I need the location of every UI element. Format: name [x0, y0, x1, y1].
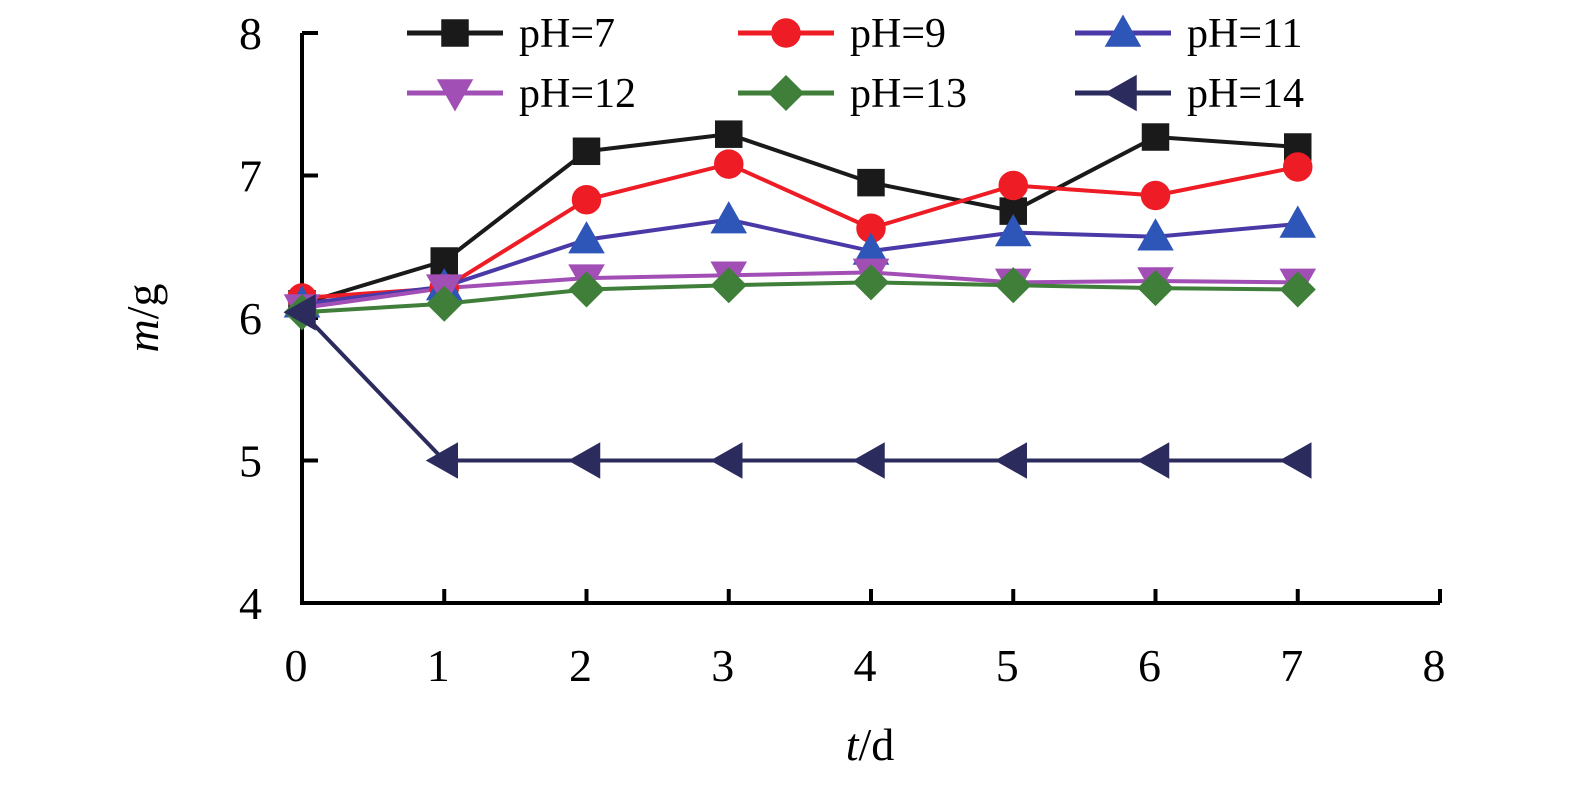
series-line-5	[301, 280, 1298, 315]
x-axis-label-unit: /d	[859, 719, 895, 770]
legend-item-6: pH=14	[1075, 71, 1304, 117]
y-axis-label-unit: /g	[117, 283, 168, 319]
x-tick-label: 5	[996, 640, 1019, 691]
legend-label: pH=7	[519, 11, 615, 57]
x-tick-label: 4	[854, 640, 877, 691]
data-point-5	[710, 267, 747, 304]
data-point-2	[1283, 152, 1313, 182]
y-axis-label-var: m	[117, 319, 168, 352]
data-point-2	[1140, 180, 1171, 211]
legend-marker	[1104, 14, 1142, 47]
data-point-3	[710, 201, 748, 234]
data-point-6	[1136, 442, 1170, 479]
series-line-6	[300, 310, 1298, 463]
legend-marker	[1104, 74, 1137, 112]
legend-marker	[436, 79, 474, 112]
legend-marker	[771, 18, 801, 48]
data-point-1	[572, 137, 601, 166]
legend-item-1: pH=7	[407, 11, 615, 57]
x-tick-label: 2	[569, 640, 592, 691]
data-point-5	[995, 267, 1032, 304]
data-point-5	[568, 271, 605, 308]
data-point-6	[994, 442, 1027, 479]
series-line-3	[301, 217, 1298, 306]
x-axis-label-var: t	[846, 719, 860, 770]
series-line-2	[301, 161, 1299, 301]
data-point-3	[994, 213, 1032, 247]
legend-item-4: pH=12	[407, 71, 636, 117]
y-axis-label: m/g	[117, 283, 168, 352]
legend-marker	[441, 19, 469, 47]
data-point-6	[283, 294, 316, 331]
legend-label: pH=11	[1187, 11, 1302, 57]
axis-ticks: 0 1 2 3 4 5 6 7 8 4 5 6 7 8	[239, 8, 1446, 691]
data-point-1	[715, 120, 743, 148]
x-tick-label: 3	[711, 640, 734, 691]
series-line-1	[301, 132, 1298, 306]
data-point-1	[857, 168, 885, 197]
series-line-4	[301, 270, 1298, 311]
data-point-3	[1137, 218, 1174, 251]
data-point-6	[425, 442, 458, 479]
data-point-2	[998, 170, 1028, 201]
data-point-5	[426, 285, 463, 322]
y-tick-label: 7	[239, 151, 262, 202]
x-tick-label: 0	[285, 640, 308, 691]
legend-label: pH=9	[850, 11, 946, 57]
data-point-3	[568, 221, 605, 254]
legend-item-3: pH=11	[1075, 11, 1302, 57]
legend-label: pH=14	[1187, 71, 1304, 117]
series-markers	[283, 120, 1317, 479]
legend-item-5: pH=13	[738, 71, 967, 117]
legend-item-2: pH=9	[738, 11, 946, 57]
y-tick-label: 8	[239, 8, 262, 59]
data-point-5	[852, 264, 890, 301]
legend-label: pH=12	[519, 71, 636, 117]
data-point-6	[852, 442, 885, 479]
legend-label: pH=13	[850, 71, 967, 117]
x-tick-label: 1	[427, 640, 450, 691]
data-point-2	[714, 149, 744, 179]
y-tick-label: 6	[239, 293, 262, 344]
y-tick-label: 5	[239, 436, 262, 487]
data-point-5	[1137, 270, 1174, 307]
data-point-6	[567, 442, 601, 479]
data-point-5	[1279, 271, 1316, 308]
data-point-3	[1279, 205, 1317, 238]
x-tick-label: 6	[1138, 640, 1161, 691]
x-axis-label: t/d	[846, 719, 895, 770]
series-lines	[300, 132, 1299, 463]
data-point-1	[1141, 123, 1170, 151]
x-tick-label: 7	[1280, 640, 1303, 691]
legend: pH=7 pH=9 pH=11 pH=12 pH=13 pH=14	[407, 11, 1304, 117]
data-point-6	[1279, 442, 1312, 479]
x-tick-label: 8	[1423, 640, 1446, 691]
legend-marker	[767, 74, 805, 112]
data-point-6	[710, 442, 743, 479]
axes	[300, 33, 1440, 605]
data-point-2	[571, 184, 602, 215]
y-tick-label: 4	[239, 578, 262, 629]
